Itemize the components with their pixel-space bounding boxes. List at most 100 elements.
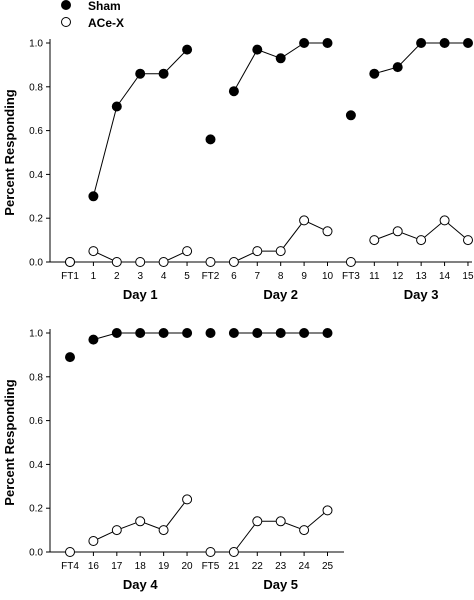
x-tick-label: 6: [231, 271, 237, 282]
x-tick-label: 23: [275, 561, 287, 572]
day-group-label: Day 5: [263, 577, 298, 592]
x-tick-label: 7: [254, 271, 260, 282]
y-tick-label: 0.2: [29, 504, 43, 515]
y-tick-label: 0.6: [29, 416, 43, 427]
x-tick-label: 17: [111, 561, 123, 572]
data-point-ace-x: [252, 516, 263, 527]
data-point-ace-x: [369, 235, 380, 246]
data-point-sham: [322, 38, 333, 48]
data-point-ace-x: [228, 257, 239, 267]
x-tick-label: FT1: [61, 271, 79, 282]
x-tick-label: FT2: [202, 271, 220, 282]
data-point-ace-x: [65, 547, 75, 557]
data-point-sham: [205, 328, 216, 338]
legend-label-acex: ACe-X: [88, 16, 124, 30]
data-point-ace-x: [158, 525, 169, 536]
data-point-sham: [252, 44, 263, 55]
x-tick-label: 4: [161, 271, 167, 282]
data-point-sham: [322, 328, 333, 338]
x-tick-label: 1: [91, 271, 97, 282]
x-tick-label: FT5: [202, 561, 220, 572]
data-point-sham: [111, 101, 122, 112]
x-tick-label: 25: [322, 561, 334, 572]
chart-panel-2: 0.0 0.2 0.4 0.6 0.8 1.0 Percent Responding FT4 1…: [2, 328, 344, 592]
data-point-ace-x: [205, 257, 216, 267]
data-point-ace-x: [275, 516, 286, 527]
data-point-sham: [111, 328, 122, 338]
data-point-ace-x: [345, 257, 356, 267]
x-tick-label: 2: [114, 271, 120, 282]
x-tick-label: 19: [158, 561, 170, 572]
y-axis-title: Percent Responding: [2, 89, 17, 215]
data-point-ace-x: [463, 235, 473, 246]
data-point-sham: [88, 334, 99, 345]
x-tick-label: 5: [184, 271, 190, 282]
data-point-ace-x: [135, 257, 146, 267]
data-point-ace-x: [182, 246, 193, 257]
x-tick-label: 10: [322, 271, 334, 282]
legend: Sham ACe-X: [61, 0, 124, 30]
y-tick-label: 0.0: [29, 258, 43, 269]
x-tick-label: 18: [135, 561, 147, 572]
data-point-ace-x: [275, 246, 286, 257]
legend-label-sham: Sham: [88, 0, 121, 13]
y-tick-label: 0.2: [29, 214, 43, 225]
data-point-sham: [65, 352, 75, 363]
x-tick-label: 24: [299, 561, 311, 572]
data-point-ace-x: [416, 235, 427, 246]
data-point-sham: [252, 328, 263, 338]
data-point-ace-x: [392, 226, 403, 237]
data-point-ace-x: [228, 547, 239, 557]
data-point-sham: [158, 328, 169, 338]
x-tick-label: 14: [439, 271, 451, 282]
y-tick-label: 0.6: [29, 126, 43, 137]
x-tick-label: 8: [278, 271, 284, 282]
x-tick-label: 11: [369, 271, 380, 282]
data-point-ace-x: [111, 525, 122, 536]
chart-panel-1: 0.0 0.2 0.4 0.6 0.8 1.0 Percent Responding FT1 1…: [2, 38, 474, 302]
x-tick-label: 21: [228, 561, 240, 572]
data-point-sham: [182, 44, 193, 55]
data-point-sham: [228, 86, 239, 97]
data-point-ace-x: [88, 536, 99, 546]
data-point-sham: [205, 134, 216, 145]
x-tick-label: 20: [181, 561, 193, 572]
data-point-ace-x: [135, 516, 146, 527]
x-tick-label: 15: [462, 271, 474, 282]
legend-marker-acex: [61, 17, 71, 27]
data-point-ace-x: [299, 215, 310, 226]
data-point-sham: [369, 68, 380, 79]
data-point-ace-x: [65, 257, 75, 267]
data-point-sham: [228, 328, 239, 338]
data-point-sham: [392, 62, 403, 73]
data-point-ace-x: [158, 257, 169, 267]
data-point-ace-x: [111, 257, 122, 267]
y-tick-label: 0.0: [29, 548, 43, 559]
data-point-ace-x: [322, 505, 333, 516]
day-group-label: Day 4: [123, 577, 158, 592]
data-point-sham: [158, 68, 169, 79]
x-tick-label: 16: [88, 561, 100, 572]
day-group-label: Day 2: [263, 287, 298, 302]
data-point-ace-x: [182, 494, 193, 505]
y-tick-label: 0.4: [29, 170, 43, 181]
data-point-sham: [275, 53, 286, 64]
data-point-sham: [345, 110, 356, 121]
data-point-sham: [416, 38, 427, 48]
data-point-sham: [182, 328, 193, 338]
y-tick-label: 1.0: [29, 329, 43, 340]
data-point-ace-x: [322, 226, 333, 237]
x-tick-label: 22: [252, 561, 264, 572]
data-point-ace-x: [252, 246, 263, 257]
x-tick-label: FT3: [342, 271, 360, 282]
data-point-sham: [299, 38, 310, 48]
data-point-sham: [135, 328, 146, 338]
x-tick-label: FT4: [61, 561, 79, 572]
day-group-label: Day 3: [404, 287, 439, 302]
y-tick-label: 0.8: [29, 372, 43, 383]
y-tick-label: 1.0: [29, 39, 43, 50]
legend-marker-sham: [61, 0, 71, 10]
y-tick-label: 0.8: [29, 82, 43, 93]
data-point-sham: [299, 328, 310, 338]
